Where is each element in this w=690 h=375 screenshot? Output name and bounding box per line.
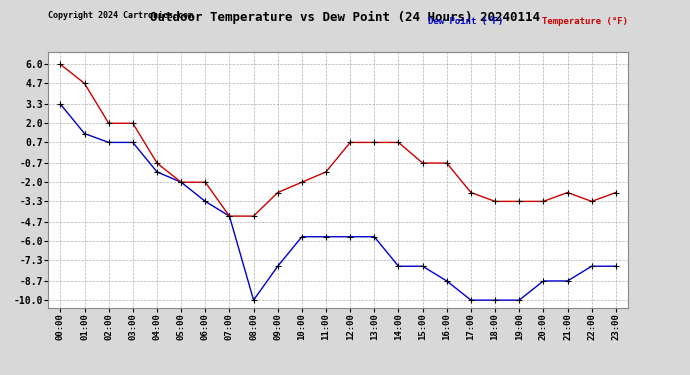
Text: Temperature (°F): Temperature (°F) bbox=[542, 17, 628, 26]
Text: Copyright 2024 Cartronics.com: Copyright 2024 Cartronics.com bbox=[48, 11, 193, 20]
Text: Dew Point (°F): Dew Point (°F) bbox=[428, 17, 503, 26]
Text: Outdoor Temperature vs Dew Point (24 Hours) 20240114: Outdoor Temperature vs Dew Point (24 Hou… bbox=[150, 11, 540, 24]
